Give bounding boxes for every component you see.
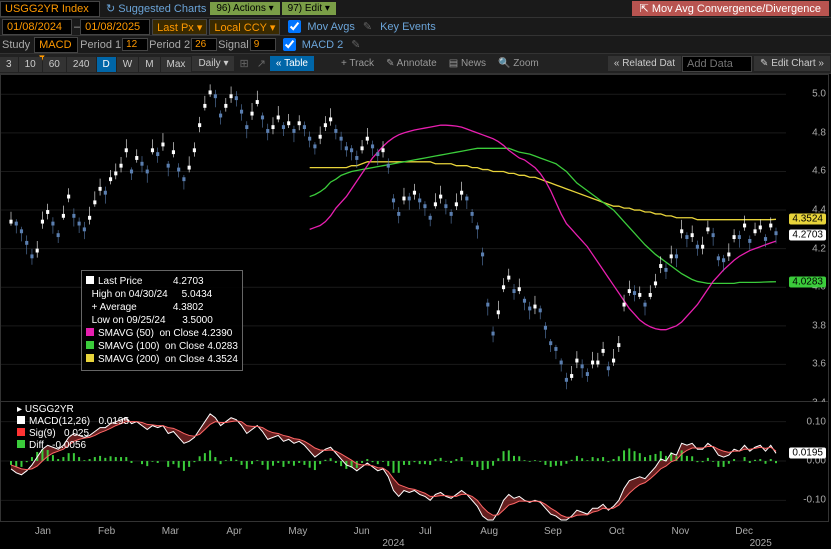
signal-input[interactable] — [250, 38, 276, 51]
study-label: Study — [2, 39, 30, 51]
keyevents-link[interactable]: Key Events — [376, 21, 440, 33]
y-axis: 3.43.63.84.04.24.44.64.85.04.35244.27034… — [784, 75, 828, 401]
ccy-dropdown[interactable]: Local CCY ▾ — [209, 19, 280, 35]
macd-legend: ▸ USGG2YR MACD(12,26) 0.0195Sig(9) 0.025… — [17, 404, 129, 452]
news-btn[interactable]: ▤ News — [443, 56, 492, 71]
movavgs-checkbox[interactable] — [288, 20, 301, 33]
date-to-input[interactable] — [80, 19, 150, 35]
macd2-label[interactable]: MACD 2 — [298, 39, 348, 51]
annotate-btn[interactable]: ✎ Annotate — [380, 56, 443, 71]
top-toolbar: ↻ Suggested Charts 96) Actions ▾ 97) Edi… — [0, 0, 831, 18]
timeframe-240[interactable]: 240 — [67, 57, 96, 72]
x-axis: JanFebMarAprMayJunJulAugSepOctNovDec2024… — [1, 523, 786, 549]
related-data-btn[interactable]: « Related Dat — [608, 56, 681, 71]
legend-box: Last Price 4.2703 High on 04/30/24 5.043… — [81, 270, 243, 371]
actions-dropdown[interactable]: 96) Actions ▾ — [210, 2, 279, 15]
edit-chart-btn[interactable]: ✎ Edit Chart » — [754, 56, 830, 71]
freq-dropdown[interactable]: Daily ▾ — [192, 56, 234, 71]
period1-label: Period 1 — [80, 39, 121, 51]
timeframe-60[interactable]: 60 — [43, 57, 66, 72]
track-btn[interactable]: + Track — [335, 56, 380, 71]
study-dropdown[interactable]: MACD ▾ — [34, 37, 78, 53]
price-chart[interactable]: 3.43.63.84.04.24.44.64.85.04.35244.27034… — [0, 74, 829, 402]
edit-dropdown[interactable]: 97) Edit ▾ — [282, 2, 336, 15]
suggested-charts-link[interactable]: ↻ Suggested Charts — [102, 2, 210, 15]
date-from-input[interactable] — [2, 19, 72, 35]
export-icon: ⇱ — [640, 3, 649, 15]
study-toolbar: Study MACD ▾ Period 1 Period 2 Signal MA… — [0, 36, 831, 54]
timeframe-10[interactable]: 10 — [19, 57, 42, 72]
add-data-input[interactable] — [682, 56, 752, 72]
macd-y-axis: -0.100.000.100.0195 — [784, 402, 828, 521]
timeframe-M[interactable]: M — [139, 57, 159, 72]
ticker-input[interactable] — [0, 1, 100, 17]
timeframe-toolbar: 31060240DWMMax Daily ▾ ⊞ ↗ « Table + Tra… — [0, 54, 831, 74]
edit-icon[interactable]: ✎ — [363, 20, 372, 33]
macd-chart[interactable]: ▸ USGG2YR MACD(12,26) 0.0195Sig(9) 0.025… — [0, 402, 829, 522]
movavgs-label[interactable]: Mov Avgs — [303, 21, 359, 33]
macd2-checkbox[interactable] — [283, 38, 296, 51]
zoom-btn[interactable]: 🔍 Zoom — [492, 56, 545, 71]
timeframe-Max[interactable]: Max — [161, 57, 192, 72]
period1-input[interactable] — [122, 38, 148, 51]
edit-icon-2[interactable]: ✎ — [351, 38, 360, 51]
period2-input[interactable] — [191, 38, 217, 51]
param-toolbar: – Last Px ▾ Local CCY ▾ Mov Avgs ✎ Key E… — [0, 18, 831, 36]
macd-title-tab[interactable]: ⇱ Mov Avg Convergence/Divergence — [632, 1, 829, 16]
period2-label: Period 2 — [149, 39, 190, 51]
chart-type-icon[interactable]: ⊞ — [239, 57, 248, 70]
table-btn[interactable]: « Table — [270, 56, 314, 71]
timeframe-D[interactable]: D — [97, 57, 116, 72]
signal-label: Signal — [218, 39, 249, 51]
chart-option-icon[interactable]: ↗ — [257, 57, 266, 70]
timeframe-3[interactable]: 3 — [0, 57, 18, 72]
timeframe-W[interactable]: W — [117, 57, 138, 72]
last-px-dropdown[interactable]: Last Px ▾ — [152, 19, 207, 35]
